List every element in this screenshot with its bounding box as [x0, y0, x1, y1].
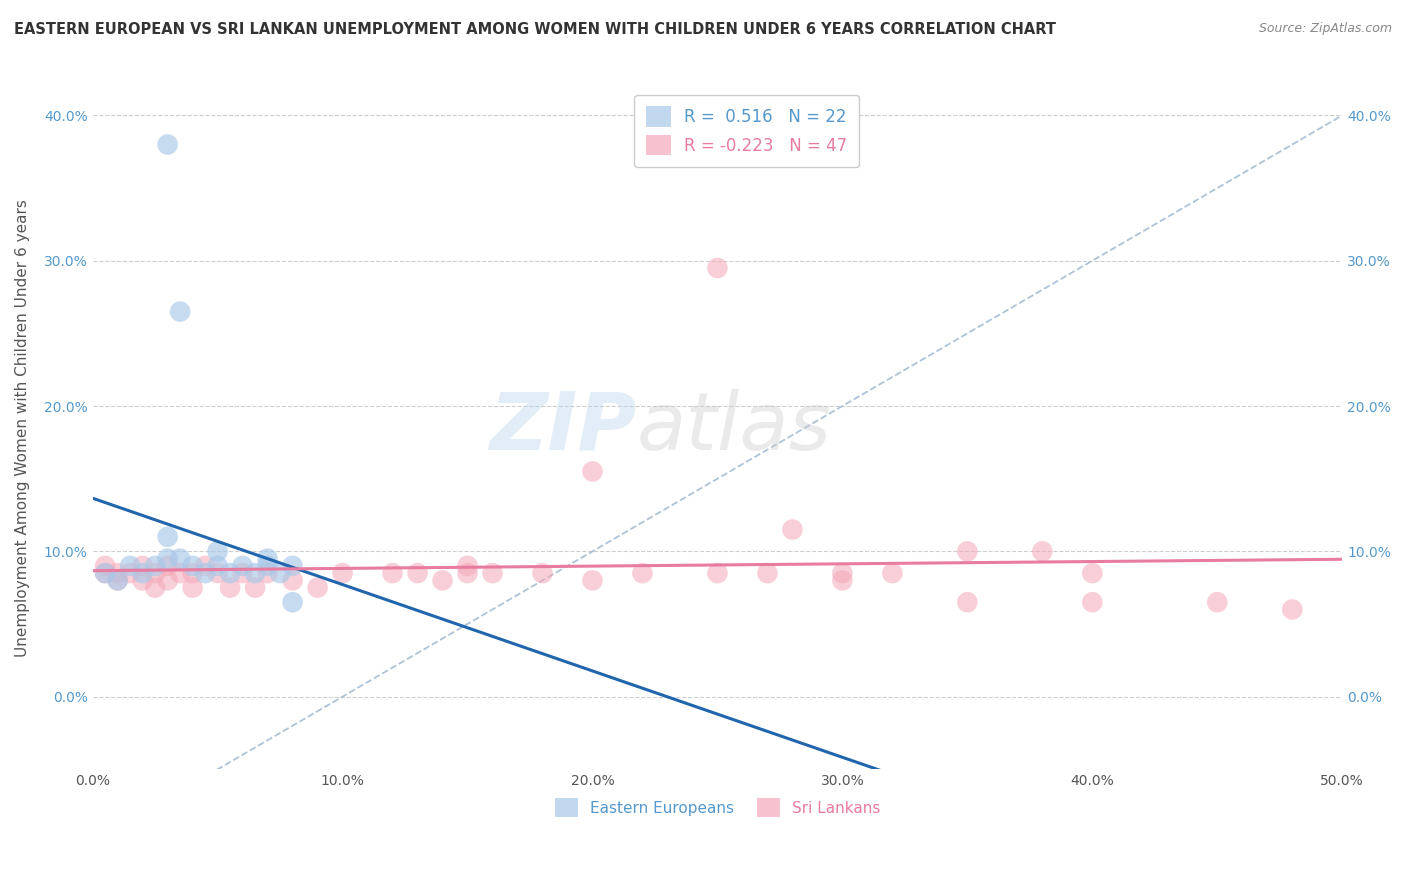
Point — [1281, 602, 1303, 616]
Point — [882, 566, 904, 581]
Point — [156, 137, 179, 152]
Point — [94, 558, 117, 573]
Point — [1206, 595, 1229, 609]
Point — [307, 581, 329, 595]
Point — [169, 551, 191, 566]
Point — [481, 566, 503, 581]
Point — [457, 566, 479, 581]
Point — [169, 304, 191, 318]
Point — [120, 566, 142, 581]
Point — [156, 574, 179, 588]
Point — [332, 566, 354, 581]
Point — [156, 551, 179, 566]
Point — [531, 566, 554, 581]
Point — [131, 566, 153, 581]
Point — [232, 566, 254, 581]
Point — [457, 558, 479, 573]
Point — [169, 566, 191, 581]
Point — [1031, 544, 1053, 558]
Point — [219, 581, 242, 595]
Point — [143, 581, 166, 595]
Point — [107, 574, 129, 588]
Point — [756, 566, 779, 581]
Point — [181, 558, 204, 573]
Point — [706, 566, 728, 581]
Point — [281, 558, 304, 573]
Point — [194, 558, 217, 573]
Point — [956, 544, 979, 558]
Point — [381, 566, 404, 581]
Point — [782, 523, 804, 537]
Point — [281, 595, 304, 609]
Point — [156, 530, 179, 544]
Point — [131, 558, 153, 573]
Y-axis label: Unemployment Among Women with Children Under 6 years: Unemployment Among Women with Children U… — [15, 199, 30, 657]
Point — [243, 581, 266, 595]
Point — [256, 558, 278, 573]
Point — [269, 566, 291, 581]
Point — [631, 566, 654, 581]
Point — [207, 544, 229, 558]
Text: ZIP: ZIP — [489, 389, 637, 467]
Point — [143, 558, 166, 573]
Point — [181, 566, 204, 581]
Point — [131, 574, 153, 588]
Point — [706, 260, 728, 275]
Point — [406, 566, 429, 581]
Point — [281, 574, 304, 588]
Point — [181, 581, 204, 595]
Point — [581, 465, 603, 479]
Point — [256, 566, 278, 581]
Point — [1081, 595, 1104, 609]
Point — [256, 551, 278, 566]
Point — [432, 574, 454, 588]
Point — [956, 595, 979, 609]
Point — [143, 566, 166, 581]
Point — [94, 566, 117, 581]
Point — [219, 566, 242, 581]
Point — [243, 566, 266, 581]
Point — [107, 574, 129, 588]
Point — [207, 558, 229, 573]
Point — [232, 558, 254, 573]
Text: Source: ZipAtlas.com: Source: ZipAtlas.com — [1258, 22, 1392, 36]
Text: atlas: atlas — [637, 389, 831, 467]
Point — [120, 558, 142, 573]
Point — [194, 566, 217, 581]
Point — [581, 574, 603, 588]
Point — [107, 566, 129, 581]
Point — [1081, 566, 1104, 581]
Point — [156, 558, 179, 573]
Point — [831, 566, 853, 581]
Point — [831, 574, 853, 588]
Point — [207, 566, 229, 581]
Text: EASTERN EUROPEAN VS SRI LANKAN UNEMPLOYMENT AMONG WOMEN WITH CHILDREN UNDER 6 YE: EASTERN EUROPEAN VS SRI LANKAN UNEMPLOYM… — [14, 22, 1056, 37]
Legend: Eastern Europeans, Sri Lankans: Eastern Europeans, Sri Lankans — [548, 792, 886, 823]
Point — [94, 566, 117, 581]
